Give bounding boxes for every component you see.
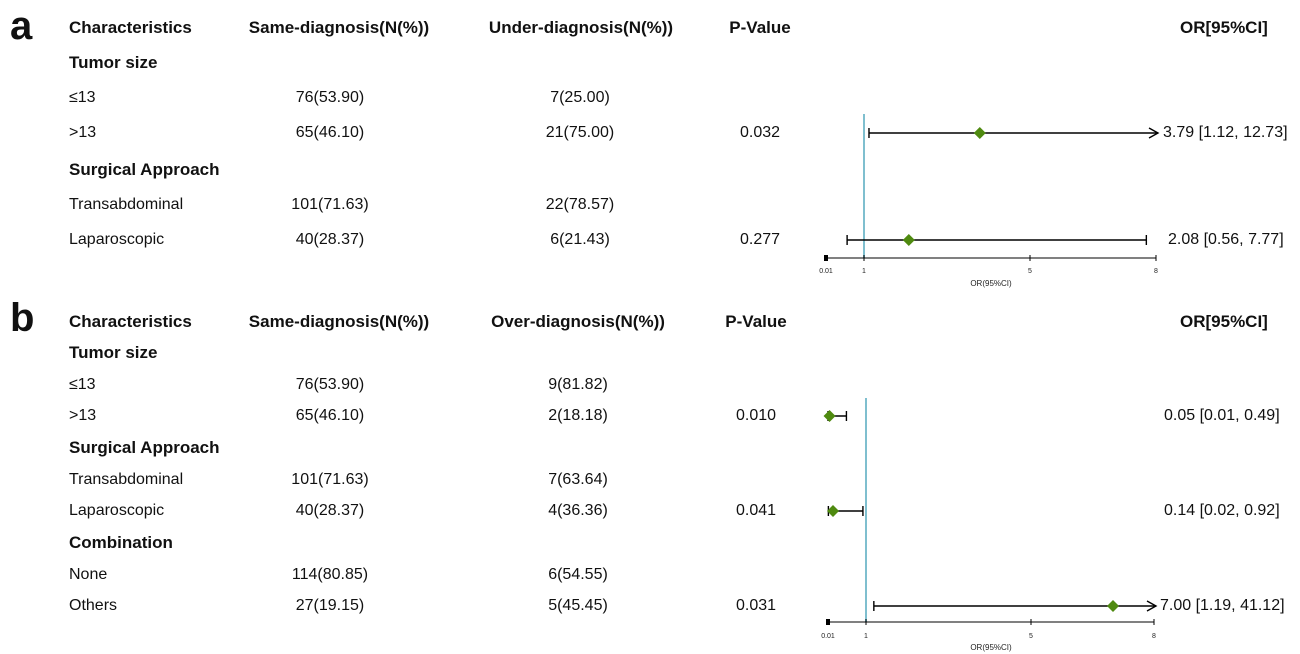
group-label: Surgical Approach [69, 160, 220, 179]
row-or-text: 0.14 [0.02, 0.92] [1164, 502, 1280, 519]
header-under-diagnosis: Under-diagnosis(N(%)) [488, 18, 674, 37]
row-group2-value: 9(81.82) [548, 376, 608, 393]
row-group2-value: 4(36.36) [548, 502, 608, 519]
x-tick-label: 5 [1029, 633, 1033, 640]
ci-arrow-right [1148, 127, 1160, 139]
row-label: >13 [69, 407, 97, 424]
row-p-value: 0.010 [735, 407, 777, 424]
row-p-value: 0.031 [735, 597, 777, 614]
header-or: OR[95%CI] [1180, 312, 1268, 331]
row-group1-value: 101(71.63) [291, 471, 369, 488]
x-tick-label: 0.01 [819, 268, 833, 275]
row-group2-value: 5(45.45) [548, 597, 608, 614]
row-group2-value: 7(25.00) [550, 89, 610, 106]
row-group2-value: 21(75.00) [545, 124, 615, 141]
x-tick-label: 0.01 [821, 633, 835, 640]
row-or-text: 2.08 [0.56, 7.77] [1168, 231, 1284, 248]
x-tick-label: 1 [862, 268, 866, 275]
row-label: >13 [69, 124, 97, 141]
or-point-marker [823, 410, 836, 422]
row-label: Laparoscopic [69, 502, 165, 519]
header-p-value: P-Value [729, 18, 791, 37]
x-tick-label: 5 [1028, 268, 1032, 275]
row-group1-value: 114(80.85) [291, 566, 369, 583]
row-label: Transabdominal [69, 471, 184, 488]
header-p-value: P-Value [725, 312, 787, 331]
row-or-text: 3.79 [1.12, 12.73] [1163, 124, 1288, 141]
ci-arrow-right [1146, 600, 1158, 612]
or-point-marker [902, 234, 915, 246]
row-group1-value: 40(28.37) [295, 231, 365, 248]
row-group2-value: 22(78.57) [545, 196, 615, 213]
x-tick-label: 8 [1152, 633, 1156, 640]
panel-letter-b: b [10, 296, 35, 340]
header-characteristics: Characteristics [69, 18, 192, 37]
panel-letter-a: a [10, 4, 33, 48]
or-point-marker [826, 505, 839, 517]
row-label: ≤13 [69, 89, 96, 106]
row-label: ≤13 [69, 376, 96, 393]
row-group2-value: 6(54.55) [548, 566, 608, 583]
row-group2-value: 2(18.18) [548, 407, 608, 424]
row-group2-value: 7(63.64) [548, 471, 608, 488]
row-label: Others [69, 597, 118, 614]
row-group1-value: 65(46.10) [295, 124, 365, 141]
x-tick-label: 8 [1154, 268, 1158, 275]
row-or-text: 7.00 [1.19, 41.12] [1160, 597, 1285, 614]
group-label: Surgical Approach [69, 438, 220, 457]
header-characteristics: Characteristics [69, 312, 192, 331]
or-point-marker [973, 127, 986, 139]
row-label: Transabdominal [69, 196, 184, 213]
header-same-diagnosis: Same-diagnosis(N(%)) [248, 312, 430, 331]
row-group1-value: 76(53.90) [295, 376, 365, 393]
group-label: Tumor size [69, 343, 158, 362]
row-group1-value: 27(19.15) [295, 597, 365, 614]
row-p-value: 0.277 [739, 231, 781, 248]
x-tick-label: 1 [864, 633, 868, 640]
row-p-value: 0.041 [735, 502, 777, 519]
row-or-text: 0.05 [0.01, 0.49] [1164, 407, 1280, 424]
group-label: Tumor size [69, 53, 158, 72]
header-or: OR[95%CI] [1180, 18, 1268, 37]
x-axis-label: OR(95%CI) [970, 643, 1012, 652]
x-axis-label: OR(95%CI) [970, 279, 1012, 288]
or-point-marker [1107, 600, 1119, 612]
header-same-diagnosis: Same-diagnosis(N(%)) [248, 18, 430, 37]
group-label: Combination [69, 533, 173, 552]
row-group1-value: 65(46.10) [295, 407, 365, 424]
row-group1-value: 101(71.63) [291, 196, 369, 213]
row-label: None [69, 566, 108, 583]
header-over-diagnosis: Over-diagnosis(N(%)) [491, 312, 665, 331]
row-group1-value: 40(28.37) [295, 502, 365, 519]
row-group1-value: 76(53.90) [295, 89, 365, 106]
row-label: Laparoscopic [69, 231, 165, 248]
row-group2-value: 6(21.43) [550, 231, 610, 248]
row-p-value: 0.032 [739, 124, 781, 141]
